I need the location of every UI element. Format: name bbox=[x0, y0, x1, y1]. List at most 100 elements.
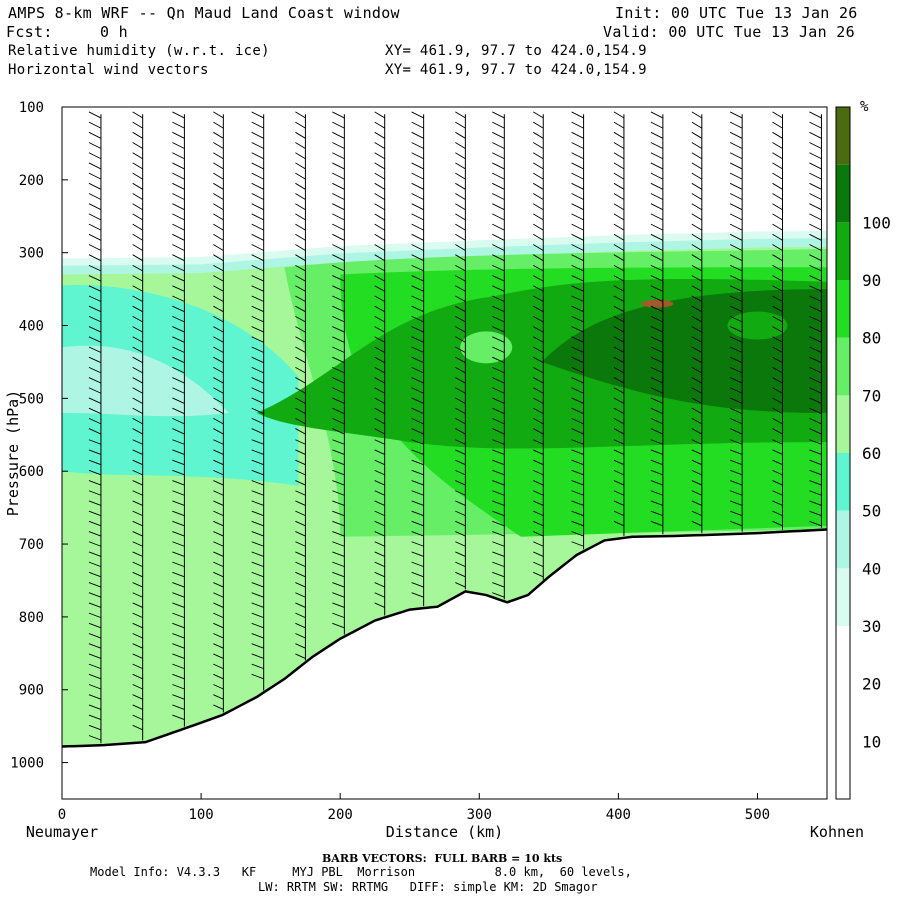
wind-barb bbox=[455, 356, 466, 364]
wind-barb bbox=[172, 480, 185, 486]
wind-barb bbox=[251, 203, 264, 211]
wind-barb bbox=[88, 500, 102, 506]
wind-barb bbox=[691, 111, 703, 119]
wind-barb bbox=[213, 694, 224, 700]
wind-barb bbox=[132, 653, 143, 659]
wind-barb bbox=[650, 490, 664, 496]
wind-barb bbox=[492, 500, 505, 506]
wind-barb bbox=[772, 111, 783, 119]
wind-barb bbox=[411, 162, 424, 170]
wind-barb bbox=[613, 356, 625, 364]
wind-barb bbox=[571, 223, 584, 231]
wind-barb bbox=[132, 275, 143, 282]
wind-barb bbox=[650, 295, 664, 302]
wind-barb bbox=[650, 397, 664, 404]
wind-barb bbox=[132, 571, 143, 578]
wind-barb bbox=[613, 111, 625, 119]
wind-barb bbox=[650, 203, 664, 211]
wind-barb bbox=[571, 142, 584, 149]
wind-barb bbox=[295, 643, 306, 649]
wind-barb bbox=[295, 469, 306, 476]
wind-barb bbox=[132, 417, 143, 425]
wind-barb bbox=[332, 203, 345, 211]
wind-barb bbox=[251, 439, 264, 445]
wind-barb bbox=[132, 172, 143, 180]
wind-barb bbox=[492, 193, 505, 200]
wind-barb bbox=[251, 417, 264, 425]
wind-barb bbox=[772, 172, 783, 180]
wind-barb bbox=[374, 244, 385, 251]
wind-barb bbox=[571, 264, 584, 272]
valid-time: Valid: 00 UTC Tue 13 Jan 26 bbox=[603, 23, 855, 41]
colorbar-label: 40 bbox=[862, 559, 881, 578]
wind-barb bbox=[374, 449, 385, 455]
wind-barb bbox=[88, 582, 102, 588]
wind-barb bbox=[571, 541, 584, 547]
x-axis-label: Distance (km) bbox=[386, 823, 503, 841]
wind-barb bbox=[729, 439, 743, 445]
wind-barb bbox=[332, 500, 345, 506]
wind-barb bbox=[172, 417, 185, 425]
wind-barb bbox=[88, 510, 102, 517]
wind-barb bbox=[88, 684, 102, 690]
wind-barb bbox=[88, 121, 102, 129]
wind-barb bbox=[88, 182, 102, 190]
wind-barb bbox=[213, 152, 224, 160]
wind-barb bbox=[213, 233, 224, 241]
wind-barb bbox=[132, 531, 143, 537]
wind-barb bbox=[650, 439, 664, 445]
wind-barb bbox=[132, 285, 143, 292]
wind-barb bbox=[455, 182, 466, 190]
wind-barb bbox=[809, 439, 822, 445]
wind-barb bbox=[411, 459, 424, 466]
wind-barb bbox=[132, 203, 143, 211]
wind-barb bbox=[332, 417, 345, 425]
wind-barb bbox=[411, 510, 424, 517]
wind-barb bbox=[492, 111, 505, 119]
wind-barb bbox=[172, 704, 185, 710]
wind-barb bbox=[251, 551, 264, 557]
wind-barb bbox=[729, 305, 743, 313]
wind-barb bbox=[411, 121, 424, 129]
wind-barb bbox=[332, 254, 345, 262]
wind-barb bbox=[650, 417, 664, 425]
wind-barb bbox=[374, 417, 385, 425]
wind-barb bbox=[295, 131, 306, 139]
wind-barb bbox=[251, 305, 264, 313]
wind-barb bbox=[251, 326, 264, 333]
wind-barb bbox=[571, 510, 584, 517]
wind-barb bbox=[88, 203, 102, 211]
wind-barb bbox=[411, 417, 424, 425]
wind-barb bbox=[172, 663, 185, 670]
chart-title: AMPS 8-km WRF -- Qn Maud Land Coast wind… bbox=[8, 4, 400, 22]
field2-xy: XY= 461.9, 97.7 to 424.0,154.9 bbox=[385, 62, 647, 78]
wind-barb bbox=[332, 213, 345, 221]
wind-barb bbox=[251, 366, 264, 374]
wind-barb bbox=[295, 480, 306, 486]
wind-barb bbox=[172, 531, 185, 537]
wind-barb bbox=[374, 275, 385, 282]
wind-barb bbox=[533, 459, 544, 466]
wind-barb bbox=[571, 213, 584, 221]
wind-barb bbox=[213, 244, 224, 251]
colorbar-label: 70 bbox=[862, 386, 881, 405]
wind-barb bbox=[332, 244, 345, 251]
wind-barb bbox=[809, 244, 822, 251]
wind-barb bbox=[492, 285, 505, 292]
wind-barb bbox=[213, 480, 224, 486]
wind-barb bbox=[213, 387, 224, 394]
wind-barb bbox=[691, 285, 703, 292]
wind-barb bbox=[88, 142, 102, 149]
wind-barb bbox=[213, 459, 224, 466]
y-tick-label: 500 bbox=[19, 391, 44, 407]
wind-barb bbox=[88, 561, 102, 568]
wind-barb bbox=[571, 346, 584, 353]
wind-barb bbox=[213, 326, 224, 333]
wind-barb bbox=[332, 182, 345, 190]
wind-barb bbox=[295, 356, 306, 364]
wind-barb bbox=[88, 417, 102, 425]
wind-barb bbox=[374, 366, 385, 374]
wind-barb bbox=[571, 203, 584, 211]
wind-barb bbox=[295, 500, 306, 506]
wind-barb bbox=[772, 265, 783, 272]
